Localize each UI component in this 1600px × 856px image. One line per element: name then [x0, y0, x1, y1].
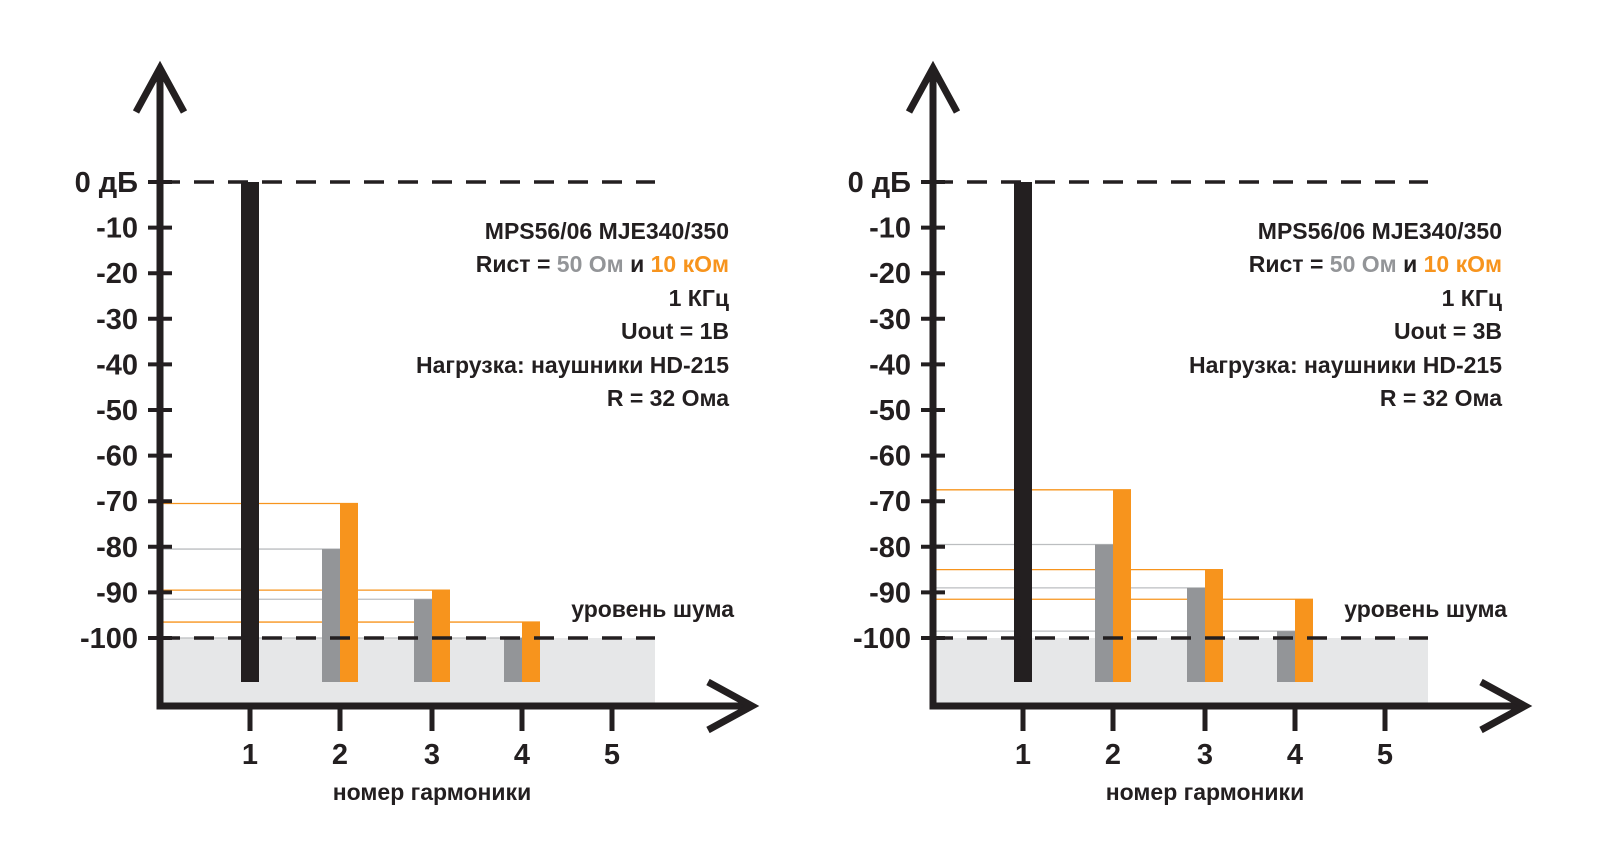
y-tick-label: -70	[96, 486, 138, 518]
x-axis-title: номер гармоники	[333, 779, 531, 805]
y-tick-label: -100	[853, 623, 911, 655]
x-tick-label: 5	[604, 739, 620, 771]
chart-panel-right: 0 дБ -10 -20 -30 -40 -50 -60 -70 -80 -90 -100 1 2 3 4 5…	[848, 60, 1533, 805]
info-load: Нагрузка: наушники HD-215	[1189, 352, 1502, 378]
info-rist-prefix: Rист =	[1249, 251, 1330, 277]
y-axis-arrow-icon	[132, 60, 188, 114]
x-axis-arrow-icon	[706, 678, 760, 734]
noise-level-label: уровень шума	[571, 596, 734, 622]
y-tick-label: -90	[869, 577, 911, 609]
bar-fundamental	[1014, 182, 1032, 682]
x-tick-label: 1	[242, 739, 258, 771]
bar-r50-h2	[322, 549, 340, 682]
y-tick-label: -40	[96, 349, 138, 381]
x-tick-label: 2	[1105, 739, 1121, 771]
y-tick-label: -80	[96, 532, 138, 564]
info-transistors: MPS56/06 MJE340/350	[485, 218, 729, 244]
y-tick-label: -40	[869, 349, 911, 381]
y-tick-label: -90	[96, 577, 138, 609]
info-load-resistance: R = 32 Ома	[1380, 385, 1502, 411]
noise-floor-region	[160, 638, 655, 706]
y-tick-label: -80	[869, 532, 911, 564]
chart-panel-left: 0 дБ -10 -20 -30 -40 -50 -60 -70 -80 -90 -100 1 2 3 4 5…	[75, 60, 760, 805]
bar-r50-h4	[504, 638, 522, 682]
bar-r10k-h4	[1295, 599, 1313, 682]
y-tick-label: -30	[96, 304, 138, 336]
noise-floor-region	[933, 638, 1428, 706]
info-output-voltage: Uout = 3В	[1394, 318, 1502, 344]
bar-r50-h3	[414, 599, 432, 682]
bar-r10k-h3	[1205, 569, 1223, 682]
x-tick-label: 3	[1197, 739, 1213, 771]
info-and-word: и	[1397, 251, 1424, 277]
y-tick-label: 0 дБ	[848, 167, 911, 199]
info-transistors: MPS56/06 MJE340/350	[1258, 218, 1502, 244]
info-and-word: и	[624, 251, 651, 277]
y-tick-label: -60	[869, 441, 911, 473]
bar-r50-h3	[1187, 587, 1205, 682]
y-tick-label: -30	[869, 304, 911, 336]
bar-r10k-h4	[522, 622, 540, 682]
info-frequency: 1 КГц	[1442, 285, 1502, 311]
x-tick-label: 2	[332, 739, 348, 771]
y-tick-label: -50	[96, 395, 138, 427]
info-source-resistance: Rист = 50 Ом и 10 кОм	[476, 251, 729, 277]
y-tick-label: 0 дБ	[75, 167, 138, 199]
y-tick-label: -10	[869, 213, 911, 245]
bar-r50-h2	[1095, 544, 1113, 682]
bar-r50-h4	[1277, 631, 1295, 682]
info-load: Нагрузка: наушники HD-215	[416, 352, 729, 378]
x-tick-label: 4	[1287, 739, 1303, 771]
info-source-resistance: Rист = 50 Ом и 10 кОм	[1249, 251, 1502, 277]
y-tick-label: -60	[96, 441, 138, 473]
bar-fundamental	[241, 182, 259, 682]
x-tick-label: 4	[514, 739, 530, 771]
y-tick-label: -20	[869, 258, 911, 290]
y-axis-arrow-icon	[905, 60, 961, 114]
x-tick-label: 3	[424, 739, 440, 771]
info-output-voltage: Uout = 1В	[621, 318, 729, 344]
x-axis-arrow-icon	[1479, 678, 1533, 734]
info-load-resistance: R = 32 Ома	[607, 385, 729, 411]
x-tick-label: 5	[1377, 739, 1393, 771]
bar-r10k-h2	[340, 503, 358, 682]
bar-r10k-h3	[432, 590, 450, 682]
info-frequency: 1 КГц	[669, 285, 729, 311]
info-rist-prefix: Rист =	[476, 251, 557, 277]
x-tick-label: 1	[1015, 739, 1031, 771]
noise-level-label: уровень шума	[1344, 596, 1507, 622]
legend-r10k-label: 10 кОм	[651, 251, 729, 277]
y-tick-label: -20	[96, 258, 138, 290]
y-tick-label: -70	[869, 486, 911, 518]
y-tick-label: -10	[96, 213, 138, 245]
legend-r50-label: 50 Ом	[557, 251, 624, 277]
legend-r10k-label: 10 кОм	[1424, 251, 1502, 277]
bar-r10k-h2	[1113, 489, 1131, 682]
y-tick-label: -50	[869, 395, 911, 427]
x-axis-title: номер гармоники	[1106, 779, 1304, 805]
legend-r50-label: 50 Ом	[1330, 251, 1397, 277]
y-tick-label: -100	[80, 623, 138, 655]
